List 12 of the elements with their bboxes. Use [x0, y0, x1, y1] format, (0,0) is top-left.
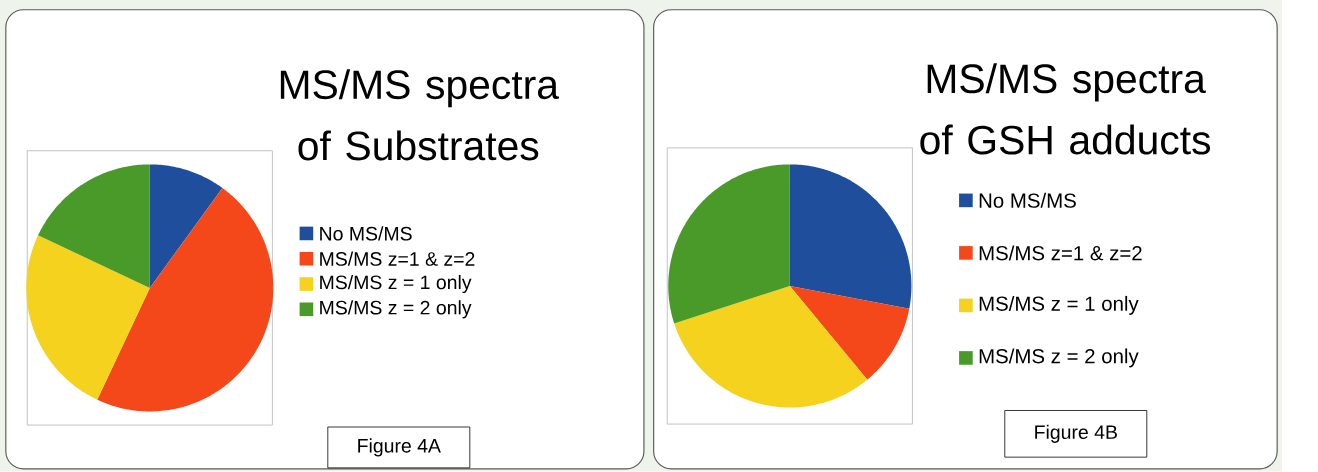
legend-label: MS/MS z = 1 only [320, 275, 472, 294]
legend-label: No MS/MS [320, 226, 412, 241]
caption: Figure 4A [358, 438, 441, 457]
caption: Figure 4B [1035, 424, 1117, 444]
legend-label: No MS/MS [979, 193, 1076, 208]
legend-label: MS/MS z = 2 only [979, 348, 1139, 368]
chart-title: MS/MS spectra of GSH adducts [920, 63, 1211, 155]
legend-label: MS/MS z = 2 only [320, 300, 472, 319]
chart-title: MS/MS spectra of Substrates [280, 69, 559, 161]
legend-label: MS/MS z = 1 only [979, 296, 1139, 316]
legend-label: MS/MS z=1 & z=2 [320, 251, 475, 266]
legend-label: MS/MS z=1 & z=2 [979, 245, 1142, 261]
